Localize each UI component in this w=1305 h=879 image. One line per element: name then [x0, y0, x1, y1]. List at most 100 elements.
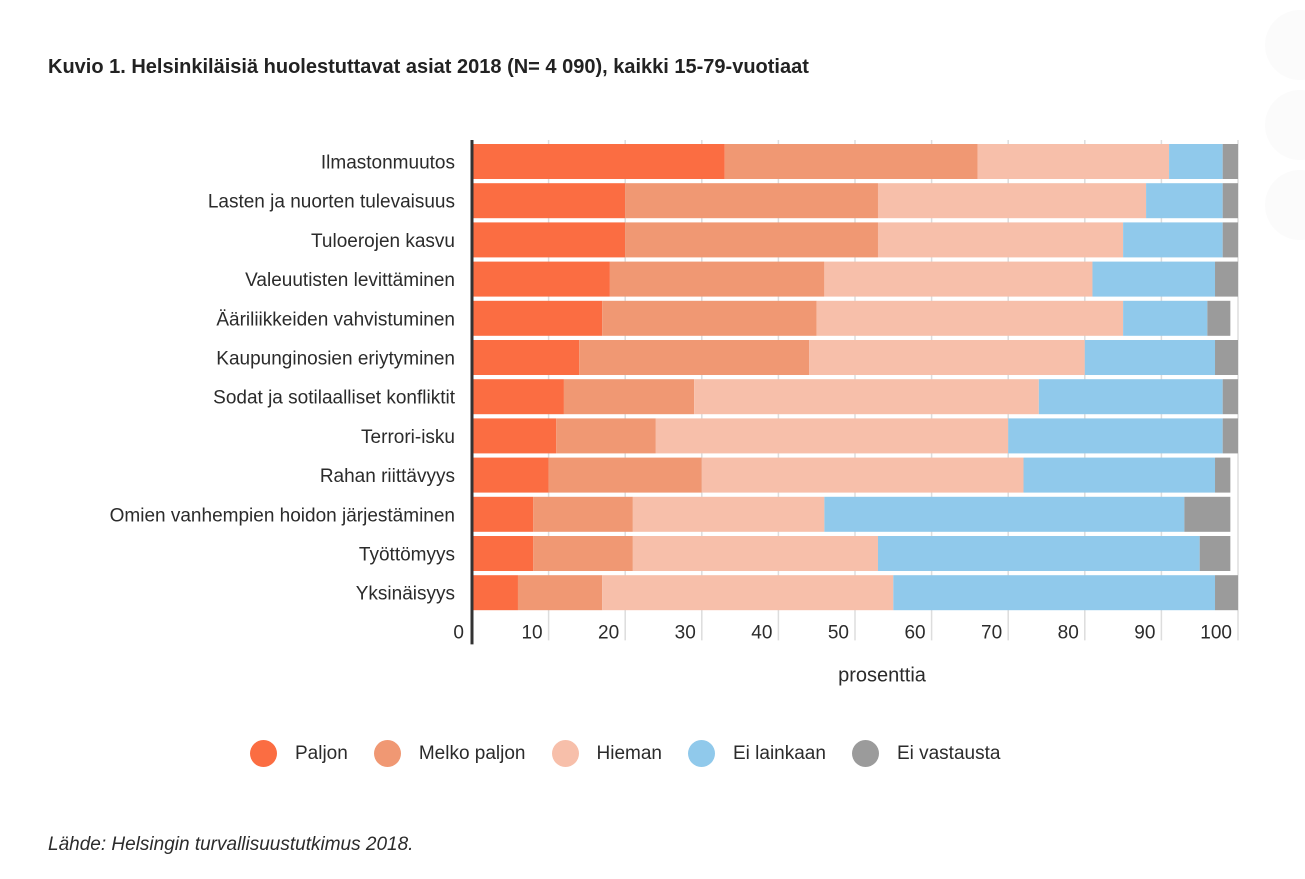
category-label: Lasten ja nuorten tulevaisuus — [208, 192, 455, 213]
legend-label: Ei lainkaan — [732, 742, 826, 764]
legend-swatch — [250, 740, 277, 767]
bar-segment-paljon[interactable] — [472, 183, 626, 219]
category-label: Valeuutisten levittäminen — [245, 270, 455, 291]
bar-segment-hieman[interactable] — [602, 575, 894, 611]
bar-segment-ei-lainkaan[interactable] — [1169, 144, 1223, 179]
bar-segment-melko-paljon[interactable] — [533, 536, 633, 571]
bar-segment-ei-vastausta[interactable] — [1222, 222, 1238, 258]
category-label: Terrori-isku — [361, 427, 455, 448]
bar-segment-melko-paljon[interactable] — [602, 300, 817, 336]
bar-segment-hieman[interactable] — [632, 496, 825, 532]
bar-segment-paljon[interactable] — [472, 379, 564, 415]
legend-item[interactable]: Ei vastausta — [851, 740, 1000, 767]
bar-segment-melko-paljon[interactable] — [625, 183, 878, 219]
category-label: Yksinäisyys — [356, 584, 455, 605]
bar-segment-hieman[interactable] — [809, 340, 1085, 375]
bar-segment-paljon[interactable] — [472, 496, 534, 532]
bar-segment-paljon[interactable] — [472, 222, 626, 258]
legend-item[interactable]: Melko paljon — [373, 740, 526, 767]
bar-segment-melko-paljon[interactable] — [548, 457, 702, 493]
bar-segment-ei-vastausta[interactable] — [1222, 144, 1238, 179]
x-tick-label: 10 — [521, 622, 542, 643]
bar-segment-hieman[interactable] — [877, 183, 1147, 219]
bar-segment-hieman[interactable] — [824, 261, 1093, 297]
bar-segment-ei-vastausta[interactable] — [1184, 496, 1231, 532]
x-tick-label: 80 — [1058, 622, 1079, 643]
bar-segment-ei-vastausta[interactable] — [1215, 575, 1238, 611]
category-label: Ilmastonmuutos — [321, 153, 455, 174]
bar-segment-ei-lainkaan[interactable] — [1084, 340, 1216, 375]
bar-segment-ei-vastausta[interactable] — [1215, 340, 1238, 375]
bar-segment-ei-lainkaan[interactable] — [1038, 379, 1223, 415]
x-tick-label: 60 — [904, 622, 925, 643]
bar-segment-ei-lainkaan[interactable] — [824, 496, 1185, 532]
x-tick-label: 50 — [828, 622, 849, 643]
bar-segment-melko-paljon[interactable] — [556, 418, 656, 454]
bar-segment-melko-paljon[interactable] — [517, 575, 603, 611]
category-label: Työttömyys — [359, 545, 455, 566]
legend-item[interactable]: Paljon — [250, 740, 348, 767]
legend-swatch — [551, 740, 579, 767]
x-tick-label: 70 — [981, 622, 1002, 643]
bar-segment-ei-vastausta[interactable] — [1222, 183, 1238, 219]
bar-segment-melko-paljon[interactable] — [563, 379, 695, 415]
bar-segment-hieman[interactable] — [977, 144, 1170, 179]
x-tick-label: 100 — [1200, 622, 1232, 643]
source-note: Lähde: Helsingin turvallisuustutkimus 20… — [48, 834, 414, 855]
bar-segment-hieman[interactable] — [877, 222, 1124, 258]
x-tick-label: 90 — [1134, 622, 1155, 643]
category-label: Ääriliikkeiden vahvistuminen — [216, 309, 455, 330]
x-tick-label: 20 — [598, 622, 619, 643]
bar-segment-paljon[interactable] — [472, 340, 580, 375]
bar-segment-melko-paljon[interactable] — [579, 340, 810, 375]
bar-segment-hieman[interactable] — [701, 457, 1024, 493]
legend-item[interactable]: Hieman — [551, 740, 662, 767]
bar-segment-melko-paljon[interactable] — [533, 496, 633, 532]
legend-item[interactable]: Ei lainkaan — [687, 740, 826, 767]
bar-segment-ei-lainkaan[interactable] — [1023, 457, 1216, 493]
bar-segment-hieman[interactable] — [694, 379, 1039, 415]
bar-segment-melko-paljon[interactable] — [724, 144, 978, 179]
bar-segment-melko-paljon[interactable] — [609, 261, 825, 297]
legend: Paljon Melko paljon Hieman Ei lainkaan Ei va… — [250, 740, 1026, 767]
bar-segment-paljon[interactable] — [472, 261, 610, 297]
bar-segment-ei-lainkaan[interactable] — [877, 536, 1200, 571]
category-label: Tuloerojen kasvu — [311, 231, 455, 252]
bar-segment-ei-vastausta[interactable] — [1222, 379, 1238, 415]
bar-segment-ei-lainkaan[interactable] — [1146, 183, 1223, 219]
bar-segment-paljon[interactable] — [472, 300, 603, 336]
bar-segment-paljon[interactable] — [472, 536, 534, 571]
bar-segment-ei-lainkaan[interactable] — [1123, 300, 1208, 336]
bar-segment-paljon[interactable] — [472, 144, 725, 179]
bar-segment-ei-lainkaan[interactable] — [1008, 418, 1223, 454]
bar-segment-hieman[interactable] — [816, 300, 1124, 336]
bar-segment-hieman[interactable] — [655, 418, 1009, 454]
legend-swatch — [373, 740, 401, 767]
legend-label: Hieman — [596, 742, 662, 764]
bar-segment-ei-lainkaan[interactable] — [893, 575, 1216, 611]
legend-label: Paljon — [295, 742, 348, 764]
category-labels: Ilmastonmuutos Lasten ja nuorten tulevais… — [110, 153, 456, 605]
bar-segment-paljon[interactable] — [472, 457, 549, 493]
bar-segment-hieman[interactable] — [632, 536, 878, 571]
x-axis-title: prosenttia — [838, 664, 927, 686]
category-label: Sodat ja sotilaalliset konfliktit — [213, 388, 456, 409]
legend-swatch — [687, 740, 715, 767]
chart-title: Kuvio 1. Helsinkiläisiä huolestuttavat a… — [48, 56, 809, 78]
category-label: Omien vanhempien hoidon järjestäminen — [110, 505, 455, 526]
bar-segment-ei-vastausta[interactable] — [1215, 261, 1238, 297]
bar-segment-ei-lainkaan[interactable] — [1123, 222, 1223, 258]
bar-segment-ei-vastausta[interactable] — [1215, 457, 1231, 493]
bar-segment-paljon[interactable] — [472, 418, 557, 454]
category-label: Kaupunginosien eriytyminen — [216, 349, 455, 370]
bar-segment-ei-lainkaan[interactable] — [1092, 261, 1216, 297]
bar-segment-paljon[interactable] — [472, 575, 518, 611]
bar-segment-ei-vastausta[interactable] — [1207, 300, 1231, 336]
bar-segment-ei-vastausta[interactable] — [1222, 418, 1238, 454]
x-tick-label: 30 — [675, 622, 696, 643]
bar-segment-melko-paljon[interactable] — [625, 222, 878, 258]
category-label: Rahan riittävyys — [320, 466, 455, 487]
x-tick-label: 40 — [751, 622, 772, 643]
bar-segment-ei-vastausta[interactable] — [1199, 536, 1231, 571]
x-tick-labels: 0 10 20 30 40 50 60 70 80 90 100 — [453, 622, 1232, 643]
